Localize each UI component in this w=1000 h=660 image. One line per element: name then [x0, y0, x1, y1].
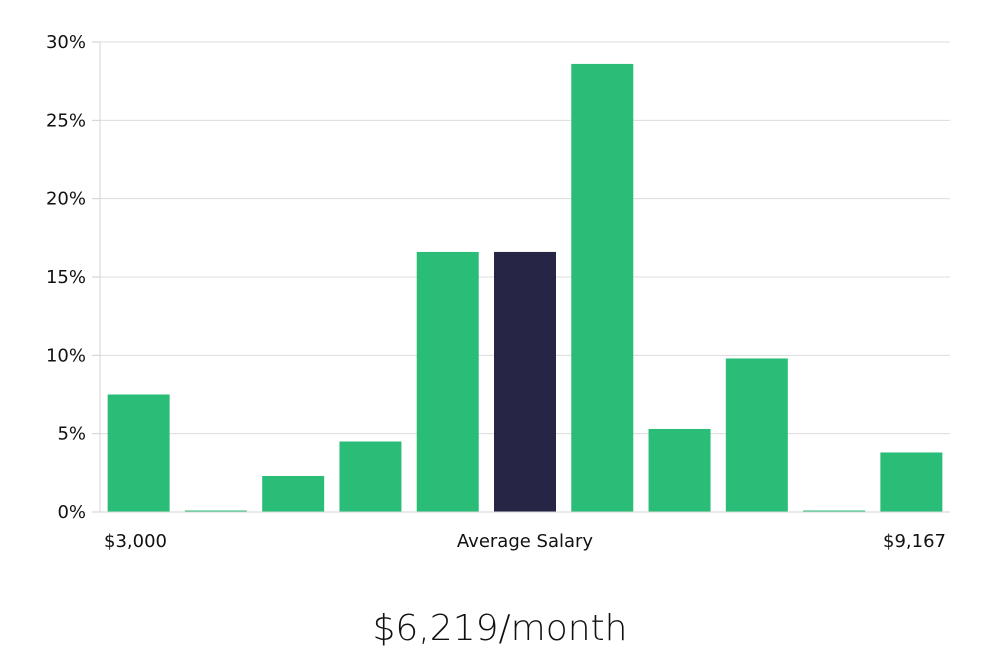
y-tick-label: 20% [46, 189, 86, 210]
x-min-label: $3,000 [104, 531, 167, 552]
y-tick-label: 10% [46, 345, 86, 366]
bar [880, 452, 943, 512]
bar [725, 358, 788, 512]
y-tick-label: 5% [57, 424, 86, 445]
chart-svg: 0% 5% 10% 15% 20% 25% 30% $3,000 Average Salar… [46, 32, 950, 552]
average-salary-summary: $6,219/month [372, 608, 628, 649]
axes [92, 41, 950, 513]
y-tick-label: 25% [46, 110, 86, 131]
x-axis-label: Average Salary [457, 531, 594, 552]
y-tick-label: 0% [57, 502, 86, 523]
bar [107, 394, 170, 512]
y-tick-labels: 0% 5% 10% 15% 20% 25% 30% [46, 32, 86, 523]
bar [262, 475, 325, 512]
bar [339, 441, 402, 512]
bar-highlighted [494, 251, 556, 512]
bar [803, 510, 866, 512]
y-tick-label: 30% [46, 32, 86, 53]
bar [416, 251, 479, 512]
salary-histogram: 0% 5% 10% 15% 20% 25% 30% $3,000 Average Salar… [46, 32, 950, 552]
y-tick-label: 15% [46, 267, 86, 288]
bar [571, 63, 634, 512]
bars [107, 63, 943, 512]
bar [184, 510, 247, 512]
x-max-label: $9,167 [883, 531, 946, 552]
bar [648, 428, 711, 512]
